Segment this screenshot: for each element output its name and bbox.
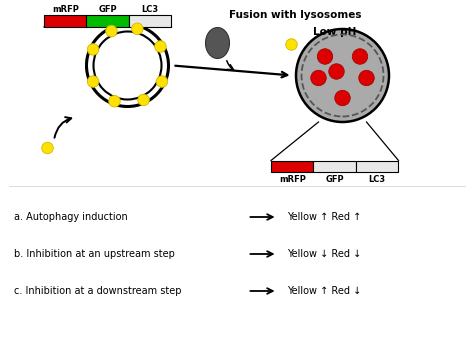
Text: c. Inhibition at a downstream step: c. Inhibition at a downstream step — [14, 286, 182, 296]
Circle shape — [329, 64, 344, 79]
Circle shape — [286, 39, 297, 50]
Bar — [271, 160, 313, 172]
Circle shape — [109, 95, 120, 107]
Text: GFP: GFP — [99, 4, 117, 13]
Text: LC3: LC3 — [142, 4, 159, 13]
Circle shape — [155, 41, 166, 52]
Bar — [44, 16, 86, 27]
Circle shape — [335, 90, 350, 106]
Bar — [356, 160, 399, 172]
Bar — [86, 16, 129, 27]
Circle shape — [138, 94, 149, 106]
Circle shape — [296, 29, 389, 122]
Bar — [313, 160, 356, 172]
Text: LC3: LC3 — [369, 175, 386, 184]
Circle shape — [87, 76, 99, 87]
Circle shape — [132, 23, 143, 34]
Text: Yellow ↑ Red ↑: Yellow ↑ Red ↑ — [288, 212, 362, 222]
Circle shape — [42, 142, 53, 154]
Circle shape — [87, 44, 99, 55]
Circle shape — [156, 76, 168, 87]
Circle shape — [311, 70, 326, 86]
Text: Yellow ↑ Red ↓: Yellow ↑ Red ↓ — [288, 286, 362, 296]
Text: b. Inhibition at an upstream step: b. Inhibition at an upstream step — [14, 249, 175, 259]
Ellipse shape — [206, 28, 229, 58]
Text: GFP: GFP — [326, 175, 344, 184]
Bar — [129, 16, 172, 27]
Circle shape — [317, 49, 333, 64]
Circle shape — [352, 49, 368, 64]
Text: mRFP: mRFP — [279, 175, 306, 184]
Text: Yellow ↓ Red ↓: Yellow ↓ Red ↓ — [288, 249, 362, 259]
Circle shape — [106, 25, 117, 37]
Text: mRFP: mRFP — [52, 4, 79, 13]
Text: a. Autophagy induction: a. Autophagy induction — [14, 212, 128, 222]
Circle shape — [359, 70, 374, 86]
Text: Fusion with lysosomes: Fusion with lysosomes — [229, 11, 361, 20]
Text: Low pH: Low pH — [313, 27, 357, 37]
